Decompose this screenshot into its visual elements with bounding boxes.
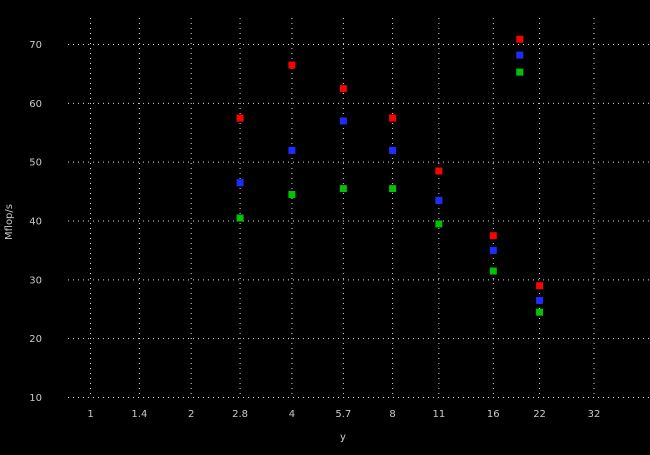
data-point-series-green [389, 185, 397, 193]
x-tick-label: 8 [389, 409, 395, 420]
data-point-series-green [536, 308, 544, 316]
data-point-series-blue [489, 246, 497, 254]
x-tick-label: 16 [487, 409, 500, 420]
y-tick-label: 50 [29, 158, 42, 169]
y-axis-label: Mflop/s [4, 204, 15, 240]
data-point-series-red [389, 114, 397, 122]
x-tick-label: 5.7 [335, 409, 351, 420]
x-tick-label: 1 [87, 409, 93, 420]
data-point-series-green [435, 220, 443, 228]
y-tick-label: 70 [29, 40, 42, 51]
y-tick-label: 40 [29, 217, 42, 228]
data-point-series-blue [339, 117, 347, 125]
x-tick-label: 11 [432, 409, 445, 420]
y-tick-label: 20 [29, 334, 42, 345]
data-point-series-red [339, 85, 347, 93]
data-point-series-blue [389, 146, 397, 154]
y-tick-label: 30 [29, 275, 42, 286]
x-axis-label: y [340, 432, 346, 443]
data-point-series-blue [236, 179, 244, 187]
y-tick-label: 10 [29, 393, 42, 404]
x-tick-label: 2.8 [232, 409, 248, 420]
x-tick-label: 4 [289, 409, 295, 420]
data-point-series-green [339, 185, 347, 193]
x-tick-label: 32 [588, 409, 601, 420]
data-point-series-green [288, 191, 296, 199]
data-point-series-blue [288, 146, 296, 154]
data-point-series-green [236, 214, 244, 222]
data-point-series-red [236, 114, 244, 122]
legend-marker-series-blue [516, 51, 524, 59]
x-tick-label: 1.4 [131, 409, 147, 420]
data-point-series-green [489, 267, 497, 275]
y-tick-label: 60 [29, 99, 42, 110]
data-point-series-blue [435, 196, 443, 204]
x-tick-label: 22 [533, 409, 546, 420]
data-point-series-red [288, 61, 296, 69]
data-point-series-red [435, 167, 443, 175]
data-point-series-red [489, 232, 497, 240]
x-tick-label: 2 [188, 409, 194, 420]
data-point-series-blue [536, 296, 544, 304]
legend-marker-series-green [516, 68, 524, 76]
legend-marker-series-red [516, 35, 524, 43]
data-point-series-red [536, 282, 544, 290]
